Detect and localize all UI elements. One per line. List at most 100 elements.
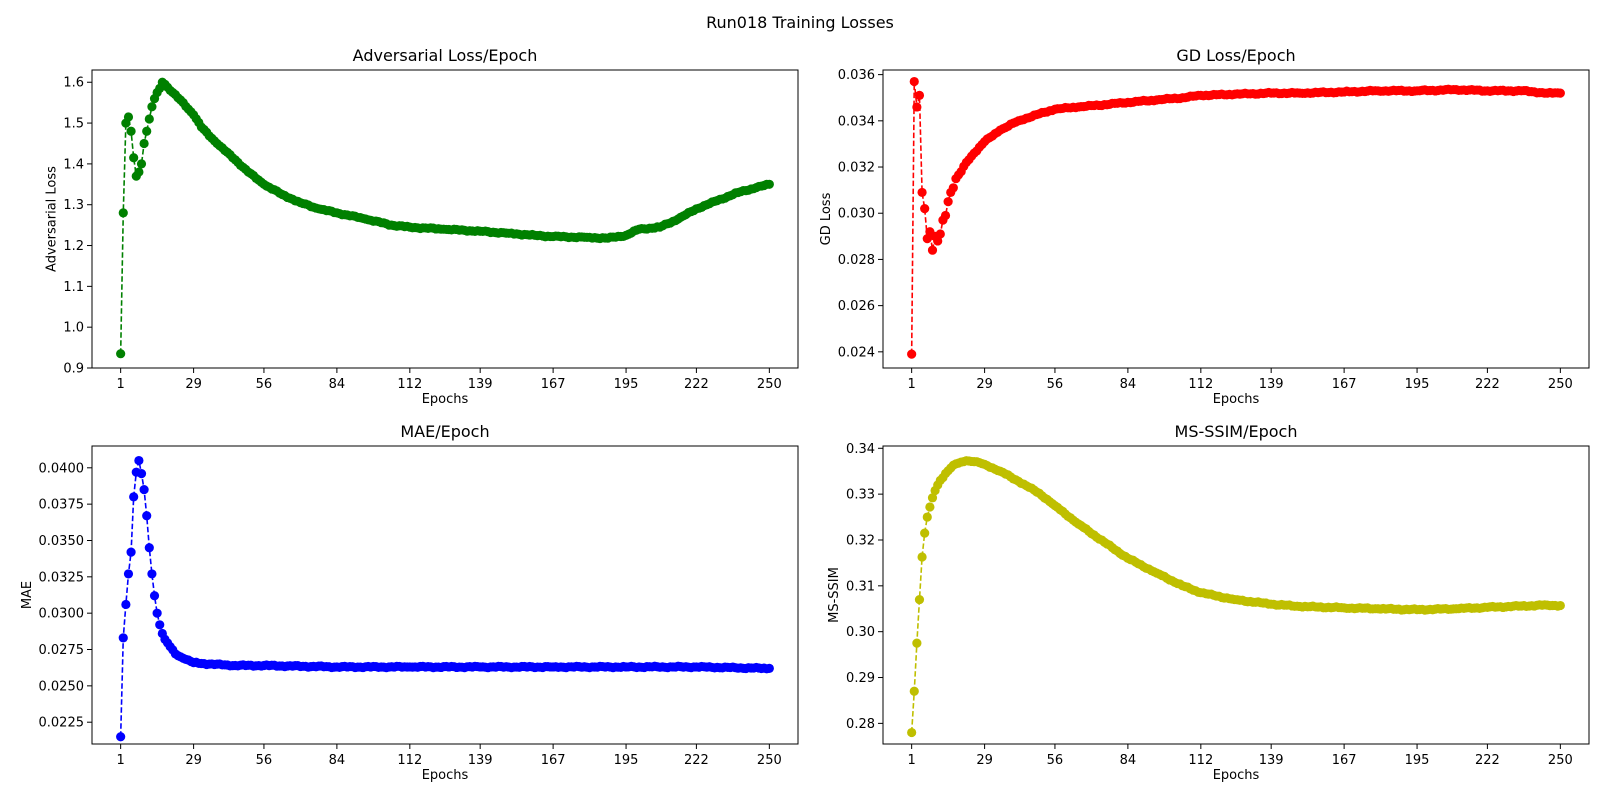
ms-ssim-point-3 — [912, 638, 922, 648]
adversarial-loss-y-axis-label: Adversarial Loss — [44, 166, 59, 272]
gd-loss-point-7 — [922, 234, 932, 244]
mae-point-12 — [144, 543, 154, 553]
mae-ytick-label: 0.0250 — [39, 679, 85, 694]
ms-ssim-xtick-label: 167 — [1332, 753, 1357, 768]
mae-y-axis-label: MAE — [20, 581, 35, 609]
mae-point-4 — [123, 569, 134, 579]
mae-point-6 — [129, 492, 139, 502]
adversarial-loss-point-9 — [136, 159, 147, 169]
mae-point-13 — [147, 569, 157, 579]
ms-ssim-xtick-label: 1 — [908, 753, 916, 768]
ms-ssim-chart: 1 29 56 84 112 139 167 195 222 250 0.28 0.29 0.30 0.3… — [827, 422, 1590, 783]
ms-ssim-xtick-label: 56 — [1047, 753, 1064, 768]
ms-ssim-ytick-label: 0.33 — [846, 488, 875, 503]
mae-series-line — [119, 460, 770, 737]
gd-loss-ytick-label: 0.028 — [838, 253, 875, 268]
adversarial-loss-xtick-label: 1 — [117, 377, 125, 392]
gd-loss-title: GD Loss/Epoch — [1176, 46, 1295, 65]
ms-ssim-point-2 — [909, 686, 919, 696]
gd-loss-point-6 — [920, 204, 930, 214]
mae-xtick-label: 139 — [468, 753, 493, 768]
mae-point-16 — [155, 620, 165, 630]
adversarial-loss-ytick-label: 1.1 — [63, 280, 84, 295]
adversarial-loss-xtick-label: 29 — [185, 377, 202, 392]
ms-ssim-xtick-label: 139 — [1259, 753, 1284, 768]
gd-loss-point-9 — [927, 245, 938, 255]
adversarial-loss-xtick-label: 195 — [614, 377, 639, 392]
mae-xtick-label: 1 — [117, 753, 125, 768]
adversarial-loss-xtick-label: 112 — [397, 377, 422, 392]
mae-point-14 — [149, 591, 160, 601]
mae-point-8 — [134, 455, 144, 466]
adversarial-loss-point-10 — [139, 138, 149, 149]
gd-loss-xtick-label: 222 — [1475, 377, 1500, 392]
mae-xtick-label: 167 — [541, 753, 566, 768]
adversarial-loss-point-1 — [116, 349, 126, 359]
gd-loss-point-4 — [914, 90, 925, 101]
gd-loss-point-15 — [943, 197, 953, 207]
ms-ssim-point-6 — [920, 528, 930, 538]
ms-ssim-point-1 — [907, 727, 917, 738]
gd-loss-point-11 — [933, 236, 943, 246]
ms-ssim-point-5 — [917, 552, 927, 562]
mae-xtick-label: 222 — [684, 753, 709, 768]
gd-loss-xtick-label: 84 — [1120, 377, 1137, 392]
mae-xtick-label: 29 — [185, 753, 202, 768]
ms-ssim-point-250 — [1555, 600, 1565, 611]
mae-ytick-label: 0.0325 — [39, 570, 85, 585]
ms-ssim-xtick-label: 29 — [976, 753, 993, 768]
mae-point-5 — [126, 547, 136, 557]
gd-loss-point-1 — [907, 349, 917, 359]
ms-ssim-point-4 — [914, 594, 925, 605]
ms-ssim-ytick-label: 0.29 — [846, 671, 875, 686]
ms-ssim-xtick-label: 112 — [1188, 753, 1213, 768]
adversarial-loss-ytick-label: 1.6 — [63, 76, 84, 91]
adversarial-loss-ytick-label: 0.9 — [63, 362, 84, 377]
adversarial-loss-point-250 — [764, 179, 774, 189]
mae-ytick-label: 0.0375 — [39, 498, 85, 513]
gd-loss-xtick-label: 56 — [1047, 377, 1064, 392]
adversarial-loss-ytick-label: 1.2 — [63, 239, 84, 254]
gd-loss-y-axis-label: GD Loss — [819, 192, 834, 245]
mae-ytick-label: 0.0350 — [39, 534, 85, 549]
ms-ssim-x-axis-label: Epochs — [1213, 768, 1260, 783]
adversarial-loss-xtick-label: 167 — [541, 377, 566, 392]
gd-loss-axes-frame — [882, 69, 1590, 369]
gd-loss-point-250 — [1555, 88, 1565, 98]
gd-loss-xtick-label: 139 — [1259, 377, 1284, 392]
ms-ssim-ytick-label: 0.28 — [846, 717, 875, 732]
mae-point-2 — [118, 633, 128, 643]
ms-ssim-point-7 — [922, 512, 932, 522]
gd-loss-xtick-label: 1 — [908, 377, 916, 392]
mae-point-11 — [142, 511, 152, 521]
mae-ytick-label: 0.0275 — [39, 643, 85, 658]
ms-ssim-point-8 — [925, 502, 935, 512]
ms-ssim-xtick-label: 195 — [1405, 753, 1430, 768]
adversarial-loss-point-8 — [134, 167, 144, 177]
adversarial-loss-x-axis-label: Epochs — [422, 392, 469, 407]
ms-ssim-xtick-label: 84 — [1120, 753, 1137, 768]
adversarial-loss-point-11 — [142, 126, 152, 136]
ms-ssim-axes-frame — [882, 445, 1590, 745]
mae-chart: 1 29 56 84 112 139 167 195 222 250 0.0225 0.0250 0.0… — [20, 422, 799, 783]
mae-xtick-label: 250 — [757, 753, 782, 768]
adversarial-loss-ytick-label: 1.0 — [63, 321, 84, 336]
ms-ssim-title: MS-SSIM/Epoch — [1175, 422, 1298, 441]
ms-ssim-point-9 — [927, 493, 938, 503]
adversarial-loss-xtick-label: 139 — [468, 377, 493, 392]
gd-loss-xtick-label: 112 — [1188, 377, 1213, 392]
adversarial-loss-point-4 — [123, 112, 134, 122]
gd-loss-ytick-label: 0.032 — [838, 161, 875, 176]
adversarial-loss-point-2 — [118, 208, 128, 218]
mae-axes-frame — [91, 445, 799, 745]
gd-loss-ytick-label: 0.036 — [838, 68, 875, 83]
mae-point-10 — [139, 485, 149, 495]
gd-loss-xtick-label: 167 — [1332, 377, 1357, 392]
gd-loss-point-5 — [917, 187, 927, 198]
mae-ytick-label: 0.0400 — [39, 461, 85, 476]
adversarial-loss-ytick-label: 1.3 — [63, 198, 84, 213]
mae-point-15 — [152, 608, 162, 618]
adversarial-loss-title: Adversarial Loss/Epoch — [353, 46, 538, 65]
mae-xtick-label: 195 — [614, 753, 639, 768]
